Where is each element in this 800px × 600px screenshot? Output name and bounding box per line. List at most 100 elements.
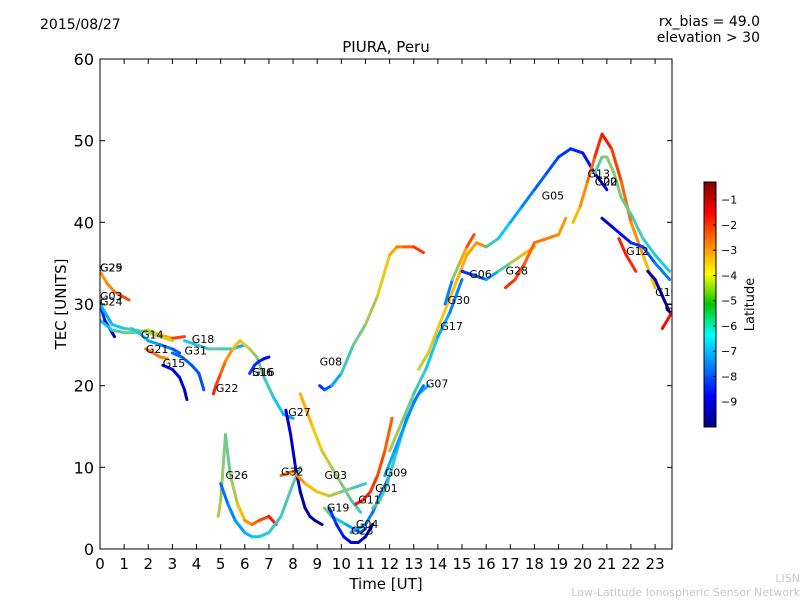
prn-label: G21 (146, 343, 169, 356)
colorbar-tick-label: −7 (721, 345, 737, 358)
track-segment (137, 331, 150, 343)
track-segment (339, 486, 355, 494)
track-segment (532, 171, 548, 192)
track-segment (197, 371, 206, 392)
x-tick-label: 6 (240, 555, 250, 573)
track-segment (571, 204, 582, 224)
series-g12 (617, 237, 638, 273)
track-segment (361, 490, 372, 502)
track-segment (158, 355, 170, 361)
track-segment (600, 216, 614, 228)
series-g02 (600, 216, 672, 281)
parameters-block: rx_bias = 49.0 elevation > 30 (657, 14, 760, 46)
track-segment (544, 155, 561, 175)
y-tick-label: 40 (74, 213, 94, 232)
track-segment (158, 335, 174, 343)
track-segment (578, 180, 590, 208)
track-segment (330, 371, 343, 388)
chart-title: PIURA, Peru (342, 38, 429, 56)
prn-label: G29 (100, 261, 123, 274)
track-segment (475, 241, 488, 249)
track-segment (351, 482, 367, 490)
track-segment (660, 318, 669, 330)
credits-block: LISN Low-Latitude Ionospheric Sensor Net… (571, 572, 800, 600)
track-segment (257, 531, 271, 539)
prn-label: G01 (375, 482, 398, 495)
prn-label: G15 (163, 357, 186, 370)
series-g08 (318, 245, 425, 392)
track-segment (484, 269, 500, 281)
track-segment (665, 310, 672, 322)
prn-label: G11 (358, 493, 381, 506)
x-tick-label: 4 (192, 555, 202, 573)
track-segment (216, 498, 223, 518)
track-segment (523, 241, 536, 265)
colorbar-tick-label: −9 (721, 396, 737, 409)
prn-label: G02 (595, 176, 618, 189)
y-tick-label: 50 (74, 132, 94, 151)
track-segment (236, 502, 247, 522)
track-segment (170, 347, 182, 355)
track-segment (339, 482, 353, 502)
series-g28 (503, 216, 568, 290)
track-segment (219, 482, 230, 506)
track-segment (363, 510, 375, 526)
track-segment (180, 355, 194, 367)
track-segment (146, 328, 162, 337)
track-segment (610, 147, 623, 183)
series-g27 (284, 408, 324, 526)
track-segment (120, 294, 131, 302)
track-segment (349, 498, 363, 514)
track-segment (532, 237, 548, 245)
track-segment (146, 339, 162, 347)
series-s16 (248, 355, 271, 375)
track-segment (417, 351, 430, 371)
track-segment (426, 327, 440, 355)
track-segment (443, 278, 454, 306)
x-tick-label: 21 (597, 555, 616, 573)
x-tick-label: 12 (380, 555, 399, 573)
track-segment (385, 449, 399, 486)
track-segment (178, 376, 186, 392)
track-segment (448, 278, 464, 314)
track-segment (412, 245, 425, 255)
prn-label: G31 (184, 345, 207, 358)
prn-label: G25 (100, 261, 123, 274)
colorbar-tick-label: −2 (721, 219, 737, 232)
track-segment (182, 339, 199, 347)
track-segment (320, 449, 334, 469)
series-g31 (170, 351, 206, 392)
y-tick-label: 60 (74, 50, 94, 69)
track-segment (460, 269, 476, 277)
y-tick-label: 30 (74, 295, 94, 314)
track-segment (465, 241, 479, 257)
track-segment (402, 400, 416, 428)
series-g13 (571, 132, 657, 290)
x-tick-label: 10 (332, 555, 351, 573)
track-segment (293, 465, 302, 494)
x-tick-label: 15 (452, 555, 471, 573)
prn-label: S16 (252, 366, 273, 379)
series-g17 (417, 241, 488, 371)
axes: 0 1 2 3 4 5 6 7 8 9 10 11 12 13 14 15 16 17 18 19 20 21 22 2301… (74, 50, 672, 573)
colorbar-tick-label: −3 (721, 244, 737, 257)
prn-label: G07 (426, 377, 449, 390)
track-segment (392, 425, 406, 453)
track-segment (248, 363, 256, 375)
prn-label: G26 (226, 469, 249, 482)
track-segment (110, 331, 116, 339)
track-segment (455, 253, 469, 281)
track-segment (100, 269, 109, 286)
x-tick-label: 17 (501, 555, 520, 573)
track-segment (356, 535, 367, 544)
y-tick-label: 20 (74, 377, 94, 396)
credit-short: LISN (775, 572, 800, 585)
track-segment (228, 474, 240, 506)
series-g32 (279, 469, 367, 498)
track-segment (327, 490, 343, 498)
series-g29 (100, 269, 131, 302)
track-segment (450, 261, 462, 281)
plot-marks: G29G25G03G24G14G21G15G31G18G22G26G16S16G… (100, 132, 672, 544)
track-segment (610, 224, 623, 237)
x-tick-label: 7 (264, 555, 274, 573)
